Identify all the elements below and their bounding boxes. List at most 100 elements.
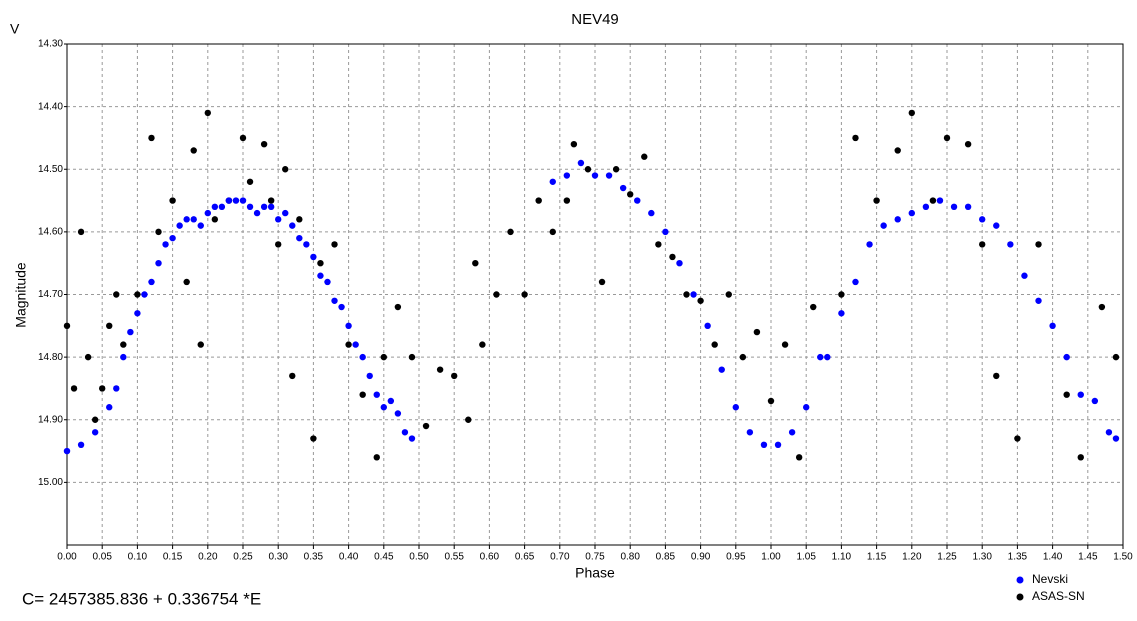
data-point [296,234,303,242]
data-point [359,353,366,361]
data-point [746,429,754,436]
data-point [894,147,901,154]
data-point [563,172,571,179]
data-point [211,216,219,223]
data-point [91,416,99,423]
x-tick-label: 0.80 [620,552,640,563]
data-point [795,454,803,461]
y-axis-label: Magnitude [13,262,29,328]
data-point [1049,322,1056,330]
data-point [683,291,690,298]
data-point [260,141,268,148]
data-point [1112,435,1120,442]
x-tick-label: 0.70 [550,552,570,563]
data-point [669,253,676,261]
y-tick-label: 14.60 [38,227,63,238]
y-tick-label: 15.00 [38,477,63,488]
data-point [232,197,240,204]
data-point [120,341,127,348]
data-point [894,216,901,223]
data-point [936,197,944,204]
data-point [387,397,395,405]
data-point [352,341,359,348]
data-point [169,197,176,204]
x-tick-label: 1.25 [937,552,957,563]
data-point [873,197,880,204]
data-point [866,241,873,248]
data-point [697,297,704,304]
data-point [1035,297,1042,304]
data-point [134,291,141,298]
data-point [852,134,859,142]
y-unit-label: V [10,21,20,37]
data-point [253,209,261,217]
data-point [338,303,345,311]
data-point [1063,353,1070,361]
data-point [598,278,606,286]
x-tick-label: 0.15 [163,552,183,563]
data-point [549,178,556,185]
data-point [113,385,120,392]
data-point [155,259,162,267]
data-point [979,241,986,248]
data-point [690,291,697,298]
data-point [134,310,141,317]
data-point [1077,391,1084,398]
data-point [197,341,204,348]
data-point [718,366,725,373]
data-point [282,209,289,217]
x-tick-label: 1.15 [867,552,887,563]
data-point [204,109,211,117]
data-point [605,172,613,179]
x-tick-label: 1.20 [902,552,922,563]
data-point [127,328,134,336]
x-tick-label: 0.35 [304,552,324,563]
x-tick-label: 0.05 [92,552,112,563]
legend-label: Nevski [1032,572,1068,586]
data-point [380,404,387,411]
data-point [317,259,324,267]
data-point [394,410,402,417]
data-point [676,259,683,267]
data-point [63,322,71,330]
data-point [641,153,648,160]
x-tick-label: 0.95 [726,552,746,563]
data-point [169,234,176,242]
data-point [1091,397,1099,405]
data-point [148,134,155,142]
data-point [922,203,930,211]
data-point [267,197,275,204]
y-tick-label: 14.70 [38,289,63,300]
data-point [739,353,747,361]
data-point [950,203,958,211]
x-tick-label: 1.00 [761,552,781,563]
data-point [549,228,556,236]
data-point [1014,435,1021,442]
data-point [753,328,761,336]
data-point [91,429,99,436]
data-point [162,241,169,248]
data-point [472,259,479,267]
y-tick-label: 14.50 [38,164,63,175]
data-point [296,216,303,223]
data-point [239,197,247,204]
data-point [929,197,937,204]
data-point [634,197,641,204]
data-point [943,134,951,142]
data-point [77,228,85,236]
data-point [246,203,254,211]
data-point [1063,391,1070,398]
data-point [324,278,331,286]
data-point [225,197,233,204]
x-tick-label: 0.50 [409,552,429,563]
data-point [1112,353,1120,361]
data-point [303,241,310,248]
data-point [204,209,211,217]
data-point [732,404,739,411]
data-point [275,216,282,223]
data-point [648,209,655,217]
x-tick-label: 0.40 [339,552,359,563]
data-point [1035,241,1042,248]
data-point [824,353,831,361]
x-tick-label: 1.45 [1078,552,1098,563]
